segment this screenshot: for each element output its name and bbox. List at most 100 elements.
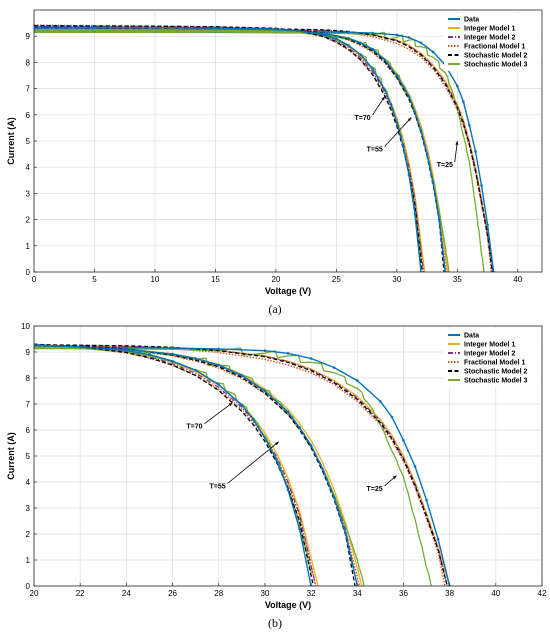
chart-a-data-point-T70-3 <box>214 26 217 30</box>
chart-a-data-point-T70-12 <box>389 103 393 106</box>
chart-a-data-point-T55-9 <box>371 48 374 51</box>
chart-a-data-point-T70-10 <box>371 67 374 71</box>
chart-b-series-T25-integer-model-2 <box>34 344 448 586</box>
chart-b: 20 22 24 26 28 30 32 34 36 38 40 42012345678910Volt… <box>6 322 547 610</box>
chart-a-annotation-label-2: T=25 <box>437 162 453 169</box>
chart-b-ytick-label-1: 1 <box>26 556 31 565</box>
chart-b-data-point-T25-14 <box>390 415 394 419</box>
chart-a-xlabel: Voltage (V) <box>265 286 311 296</box>
chart-a-data-point-T25-10 <box>419 41 423 45</box>
chart-a-series-T70-stochastic-model-3 <box>34 28 422 259</box>
chart-b-ytick-label-2: 2 <box>26 530 31 539</box>
chart-b-xlabel: Voltage (V) <box>265 600 311 610</box>
chart-a-data-point-T25-7 <box>371 31 374 35</box>
chart-a-series-T25-integer-model-1 <box>34 29 495 272</box>
chart-b-ytick-label-0: 0 <box>26 582 31 591</box>
chart-a-xtick-label-30: 30 <box>392 275 401 284</box>
chart-a-series-T55-data <box>34 28 446 272</box>
chart-a-data-point-T55-16 <box>431 181 435 185</box>
chart-b-series-T70-integer-model-2 <box>34 343 317 586</box>
chart-b-data-point-T25-13 <box>379 400 382 403</box>
chart-a-data-point-T55-17 <box>437 218 441 221</box>
chart-b-data-point-T25-17 <box>425 498 428 502</box>
chart-b-data-point-T70-14 <box>275 458 278 462</box>
chart-a-data-point-T70-8 <box>347 44 350 47</box>
chart-a-data-point-T55-8 <box>359 41 362 45</box>
chart-b-series-T70-data <box>34 344 312 586</box>
chart-b-data-point-T70-8 <box>171 359 174 363</box>
chart-b-data-point-T70-5 <box>78 345 82 349</box>
chart-b-annotations: T=70 T=55 T=25 <box>186 402 397 493</box>
chart-b-series-T70-stochastic-model-3 <box>34 346 312 574</box>
chart-a-legend-label-3: Fractional Model 1 <box>464 44 526 51</box>
chart-b-xtick-label-28: 28 <box>214 589 223 598</box>
chart-b-xtick-label-30: 30 <box>260 589 269 598</box>
chart-a-legend-box <box>444 13 540 71</box>
chart-b-data-point-T55-12 <box>286 410 290 414</box>
chart-b-data-point-T25-6 <box>171 346 174 350</box>
chart-a-ytick-label-1: 1 <box>26 242 31 251</box>
chart-b-data-point-T25-8 <box>263 349 267 352</box>
chart-a-annotation-arrowhead-1 <box>407 117 412 122</box>
chart-b-data-point-T55-17 <box>344 532 348 536</box>
chart-b-xtick-label-34: 34 <box>353 589 362 598</box>
chart-b-annotation-arrow-0 <box>204 402 233 425</box>
chart-b-data-point-T25-7 <box>217 347 221 351</box>
chart-a-data-point-T25-6 <box>347 30 350 34</box>
chart-a-legend: Data Integer Model 1 Integer Model 2 Fracti… <box>444 13 540 71</box>
chart-a-data-point-T70-15 <box>407 173 411 177</box>
chart-b-data-point-T70-11 <box>240 404 244 407</box>
chart-a-series <box>34 24 495 272</box>
chart-a-data-point-T55-10 <box>383 58 387 62</box>
chart-a-series-T55-stochastic-model-3 <box>34 30 450 272</box>
chart-a-legend-label-1: Integer Model 1 <box>464 26 515 33</box>
chart-b-ytick-label-9: 9 <box>26 348 31 357</box>
chart-b-data-point-T70-6 <box>125 349 128 352</box>
chart-a-data-point-T70-2 <box>153 26 157 29</box>
chart-a-data-point-T70-14 <box>401 143 405 147</box>
chart-b-ytick-label-7: 7 <box>26 400 31 409</box>
chart-a-data-point-T55-14 <box>419 129 423 132</box>
panel-label-b: (b) <box>268 616 282 630</box>
chart-b-data-point-T70-15 <box>286 488 290 492</box>
chart-a-series-T70-integer-model-2 <box>34 25 425 272</box>
chart-a-series-T25-data <box>34 30 495 272</box>
chart-b-xtick-label-32: 32 <box>307 589 316 598</box>
chart-b-data-point-T25-18 <box>436 537 440 541</box>
chart-b-series-T25-stochastic-model-2 <box>34 344 448 586</box>
chart-b-annotation-arrow-1 <box>227 441 280 484</box>
chart-a-series-T55-fractional-model-1 <box>34 26 448 272</box>
chart-a-ytick-label-8: 8 <box>26 58 31 67</box>
chart-b-annotation-label-1: T=55 <box>209 484 225 491</box>
chart-b-xtick-label-20: 20 <box>30 589 39 598</box>
chart-a-data-point-T25-8 <box>395 33 399 37</box>
chart-a-xtick-label-0: 0 <box>32 275 37 284</box>
chart-a-annotation-arrowhead-0 <box>381 96 385 101</box>
chart-a-legend-label-4: Stochastic Model 2 <box>464 53 528 60</box>
chart-a-xtick-label-40: 40 <box>513 275 522 284</box>
chart-a-data-point-T70-4 <box>274 27 278 31</box>
chart-a-annotation-arrow-0 <box>372 96 386 116</box>
chart-a-series-T70-data <box>34 26 422 272</box>
chart-a-data-point-T55-15 <box>425 152 429 156</box>
chart-b-data-point-T70-7 <box>148 353 151 356</box>
chart-b-data-point-T55-13 <box>298 426 301 429</box>
chart-a-data-point-T70-9 <box>359 53 362 56</box>
chart-a-annotation-label-0: T=70 <box>355 115 371 122</box>
chart-b-xtick-label-22: 22 <box>76 589 85 598</box>
chart-a-data-point-T70-11 <box>383 88 387 92</box>
chart-b-legend: Data Integer Model 1 Integer Model 2 Fracti… <box>444 329 540 387</box>
chart-a-series-T55-integer-model-2 <box>34 27 446 272</box>
chart-a-data-point-T55-7 <box>347 36 350 40</box>
chart-b-data-point-T55-16 <box>332 496 336 499</box>
chart-a-data-point-T25-13 <box>456 84 459 88</box>
chart-b-data-point-T70-16 <box>298 527 301 531</box>
chart-b-legend-box <box>444 329 540 387</box>
chart-a-data-point-T55-13 <box>413 110 417 114</box>
chart-a-xtick-label-10: 10 <box>150 275 159 284</box>
chart-a-annotation-arrowhead-2 <box>455 141 459 145</box>
chart-b-series-T25-integer-model-1 <box>34 346 451 586</box>
chart-a-ytick-label-6: 6 <box>26 111 31 120</box>
